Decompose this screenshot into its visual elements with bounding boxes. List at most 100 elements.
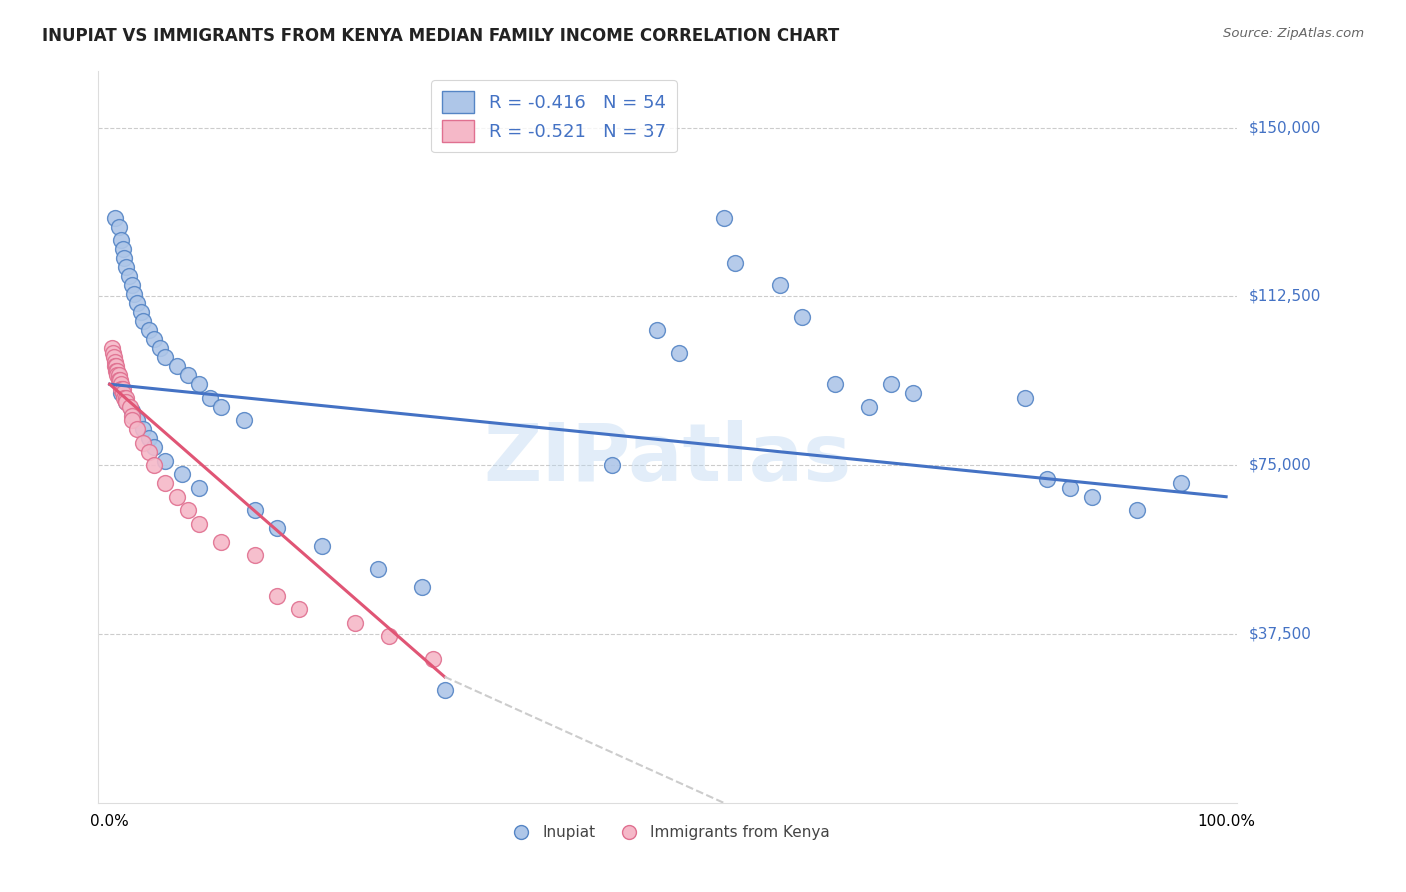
Point — [367, 562, 389, 576]
Text: $150,000: $150,000 — [1249, 120, 1320, 135]
Text: INUPIAT VS IMMIGRANTS FROM KENYA MEDIAN FAMILY INCOME CORRELATION CHART: INUPIAT VS IMMIGRANTS FROM KENYA MEDIAN … — [42, 27, 839, 45]
Point — [198, 391, 221, 405]
Point — [187, 377, 209, 392]
Point — [143, 458, 166, 473]
Point — [107, 373, 129, 387]
Point — [143, 332, 166, 346]
Point — [105, 359, 128, 374]
Point — [107, 364, 129, 378]
Point — [107, 368, 129, 383]
Point — [311, 539, 333, 553]
Point — [117, 269, 139, 284]
Point — [824, 377, 846, 392]
Point — [118, 400, 141, 414]
Point — [149, 341, 172, 355]
Point — [903, 386, 925, 401]
Legend: Inupiat, Immigrants from Kenya: Inupiat, Immigrants from Kenya — [499, 819, 837, 847]
Point — [115, 260, 138, 275]
Point — [104, 359, 127, 374]
Point — [377, 629, 399, 643]
Point — [111, 386, 134, 401]
Point — [858, 400, 880, 414]
Point — [1126, 503, 1149, 517]
Point — [129, 305, 152, 319]
Point — [110, 386, 132, 401]
Point — [115, 395, 138, 409]
Point — [138, 323, 160, 337]
Point — [433, 683, 456, 698]
Point — [155, 453, 177, 467]
Point — [288, 602, 311, 616]
Point — [103, 350, 125, 364]
Point — [713, 211, 735, 225]
Point — [110, 233, 132, 247]
Point — [790, 310, 813, 324]
Point — [1081, 490, 1104, 504]
Point — [143, 440, 166, 454]
Point — [209, 400, 232, 414]
Point — [115, 391, 138, 405]
Point — [110, 382, 132, 396]
Point — [166, 490, 188, 504]
Point — [266, 521, 288, 535]
Point — [668, 345, 690, 359]
Point — [108, 373, 131, 387]
Point — [115, 395, 138, 409]
Point — [107, 219, 129, 234]
Point — [122, 287, 145, 301]
Point — [132, 422, 155, 436]
Text: Source: ZipAtlas.com: Source: ZipAtlas.com — [1223, 27, 1364, 40]
Point — [138, 444, 160, 458]
Point — [232, 413, 254, 427]
Point — [768, 278, 790, 293]
Point — [112, 391, 135, 405]
Point — [1059, 481, 1081, 495]
Point — [121, 404, 143, 418]
Point — [1036, 472, 1059, 486]
Point — [172, 467, 194, 482]
Point — [266, 589, 288, 603]
Point — [880, 377, 903, 392]
Point — [1014, 391, 1036, 405]
Point — [138, 431, 160, 445]
Point — [127, 413, 149, 427]
Point — [155, 476, 177, 491]
Point — [121, 413, 143, 427]
Point — [177, 503, 200, 517]
Text: $75,000: $75,000 — [1249, 458, 1312, 473]
Point — [105, 364, 128, 378]
Point — [107, 368, 129, 383]
Point — [104, 354, 127, 368]
Text: ZIPatlas: ZIPatlas — [484, 420, 852, 498]
Text: $37,500: $37,500 — [1249, 626, 1312, 641]
Point — [166, 359, 188, 374]
Text: $112,500: $112,500 — [1249, 289, 1320, 304]
Point — [101, 341, 124, 355]
Point — [645, 323, 668, 337]
Point — [127, 422, 149, 436]
Point — [121, 409, 143, 423]
Point — [344, 615, 367, 630]
Point — [110, 377, 132, 392]
Point — [600, 458, 623, 473]
Point — [104, 211, 127, 225]
Point — [132, 435, 155, 450]
Point — [132, 314, 155, 328]
Point — [411, 580, 433, 594]
Point — [243, 548, 266, 562]
Point — [127, 296, 149, 310]
Point — [187, 481, 209, 495]
Point — [121, 278, 143, 293]
Point — [155, 350, 177, 364]
Point — [187, 516, 209, 531]
Point — [112, 251, 135, 265]
Point — [177, 368, 200, 383]
Point — [724, 255, 747, 269]
Point — [111, 382, 134, 396]
Point — [1170, 476, 1192, 491]
Point — [101, 345, 124, 359]
Point — [422, 652, 444, 666]
Point — [243, 503, 266, 517]
Point — [209, 534, 232, 549]
Point — [111, 242, 134, 256]
